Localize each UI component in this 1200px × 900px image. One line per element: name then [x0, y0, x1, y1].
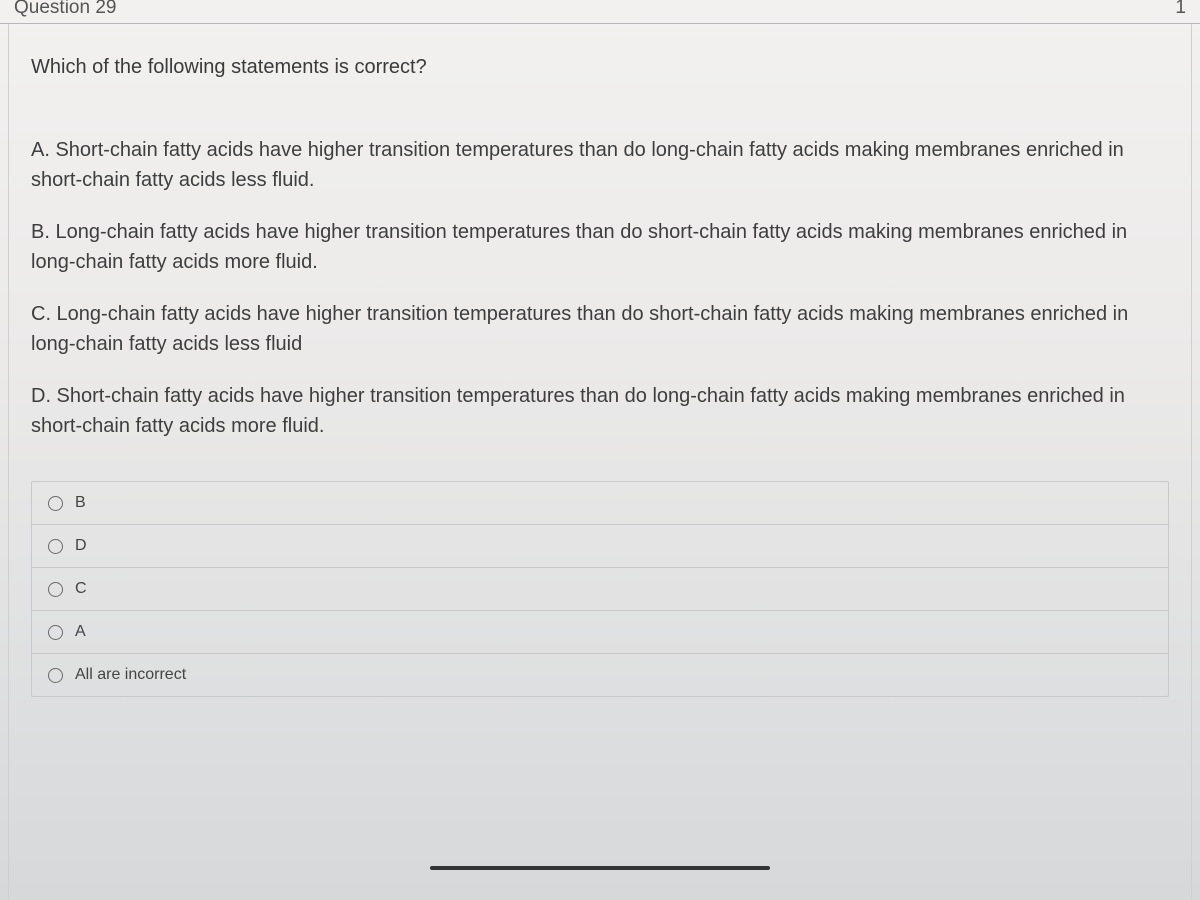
quiz-page: Question 29 1 Which of the following sta…	[0, 0, 1200, 900]
answer-options: B D C A All are incorrect	[31, 481, 1169, 697]
option-label: All are incorrect	[75, 666, 186, 684]
radio-icon	[48, 496, 63, 511]
statement-c: C. Long-chain fatty acids have higher tr…	[31, 299, 1169, 359]
radio-icon	[48, 582, 63, 597]
radio-icon	[48, 625, 63, 640]
option-c[interactable]: C	[32, 567, 1168, 610]
radio-icon	[48, 668, 63, 683]
question-inner: Which of the following statements is cor…	[9, 24, 1191, 717]
question-header: Question 29 1	[0, 0, 1200, 24]
option-b[interactable]: B	[32, 482, 1168, 524]
option-label: D	[75, 537, 87, 555]
option-all-incorrect[interactable]: All are incorrect	[32, 653, 1168, 696]
scroll-indicator[interactable]	[430, 866, 770, 870]
option-label: C	[75, 580, 87, 598]
question-prompt: Which of the following statements is cor…	[31, 56, 1169, 79]
option-a[interactable]: A	[32, 610, 1168, 653]
question-number: Question 29	[14, 0, 116, 19]
question-container: Which of the following statements is cor…	[8, 24, 1192, 900]
option-label: B	[75, 494, 86, 512]
statement-a: A. Short-chain fatty acids have higher t…	[31, 135, 1169, 195]
radio-icon	[48, 539, 63, 554]
statement-b: B. Long-chain fatty acids have higher tr…	[31, 217, 1169, 277]
option-label: A	[75, 623, 86, 641]
statement-d: D. Short-chain fatty acids have higher t…	[31, 381, 1169, 441]
option-d[interactable]: D	[32, 524, 1168, 567]
points-value: 1	[1175, 0, 1186, 19]
